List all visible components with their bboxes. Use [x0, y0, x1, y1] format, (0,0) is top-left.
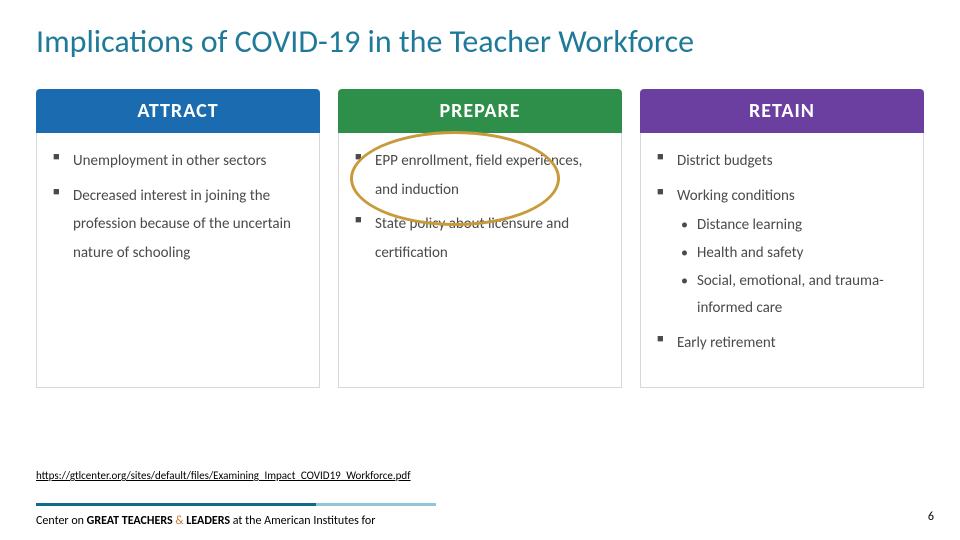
slide: Implications of COVID-19 in the Teacher … — [0, 0, 960, 540]
footer-pre: Center on — [36, 514, 87, 528]
list-item: Decreased interest in joining the profes… — [51, 182, 305, 268]
source-link[interactable]: https://gtlcenter.org/sites/default/file… — [36, 469, 411, 482]
list-item: State policy about licensure and certifi… — [353, 210, 607, 267]
panel-header: ATTRACT — [36, 89, 320, 133]
panel-retain: RETAIN District budgets Working conditions… — [640, 89, 924, 399]
panel-body: Unemployment in other sectors Decreased i… — [36, 133, 320, 388]
list-item-text: Early retirement — [677, 334, 776, 352]
bullet-list: Unemployment in other sectors Decreased i… — [51, 147, 305, 267]
sub-list-item: Health and safety — [677, 240, 909, 268]
sub-list-item: Distance learning — [677, 212, 909, 240]
list-item-text: State policy about licensure and certifi… — [375, 215, 569, 262]
sub-list-item: Social, emotional, and trauma-informed c… — [677, 268, 909, 324]
panel-prepare: PREPARE EPP enrollment, field experiences… — [338, 89, 622, 399]
panel-attract: ATTRACT Unemployment in other sectors Decr… — [36, 89, 320, 399]
page-title: Implications of COVID-19 in the Teacher … — [36, 22, 924, 61]
list-item: District budgets — [655, 147, 909, 176]
sub-list: Distance learningHealth and safetySocial… — [677, 212, 909, 323]
list-item-text: EPP enrollment, field experiences, and i… — [375, 152, 582, 199]
footer-ampersand: & — [173, 514, 187, 528]
list-item-text: Decreased interest in joining the profes… — [73, 187, 291, 262]
panel-body: District budgets Working conditions Distan… — [640, 133, 924, 388]
bullet-list: EPP enrollment, field experiences, and i… — [353, 147, 607, 267]
footer-post: at the American Institutes for — [230, 514, 375, 528]
panels-row: ATTRACT Unemployment in other sectors Decr… — [36, 89, 924, 399]
list-item-text: Working conditions — [677, 187, 795, 205]
panel-header: RETAIN — [640, 89, 924, 133]
list-item: Unemployment in other sectors — [51, 147, 305, 176]
panel-header: PREPARE — [338, 89, 622, 133]
list-item-text: Unemployment in other sectors — [73, 152, 266, 170]
bullet-list: District budgets Working conditions Distan… — [655, 147, 909, 358]
list-item: Working conditions Distance learningHealt… — [655, 182, 909, 324]
footer-bold1: GREAT TEACHERS — [87, 514, 173, 528]
panel-body: EPP enrollment, field experiences, and i… — [338, 133, 622, 388]
footer-bold2: LEADERS — [186, 514, 230, 528]
footer-attribution: Center on GREAT TEACHERS & LEADERS at th… — [36, 514, 375, 528]
list-item-text: District budgets — [677, 152, 773, 170]
list-item: Early retirement — [655, 329, 909, 358]
page-number: 6 — [928, 510, 934, 524]
footer-accent-bar — [36, 503, 436, 506]
list-item: EPP enrollment, field experiences, and i… — [353, 147, 607, 204]
